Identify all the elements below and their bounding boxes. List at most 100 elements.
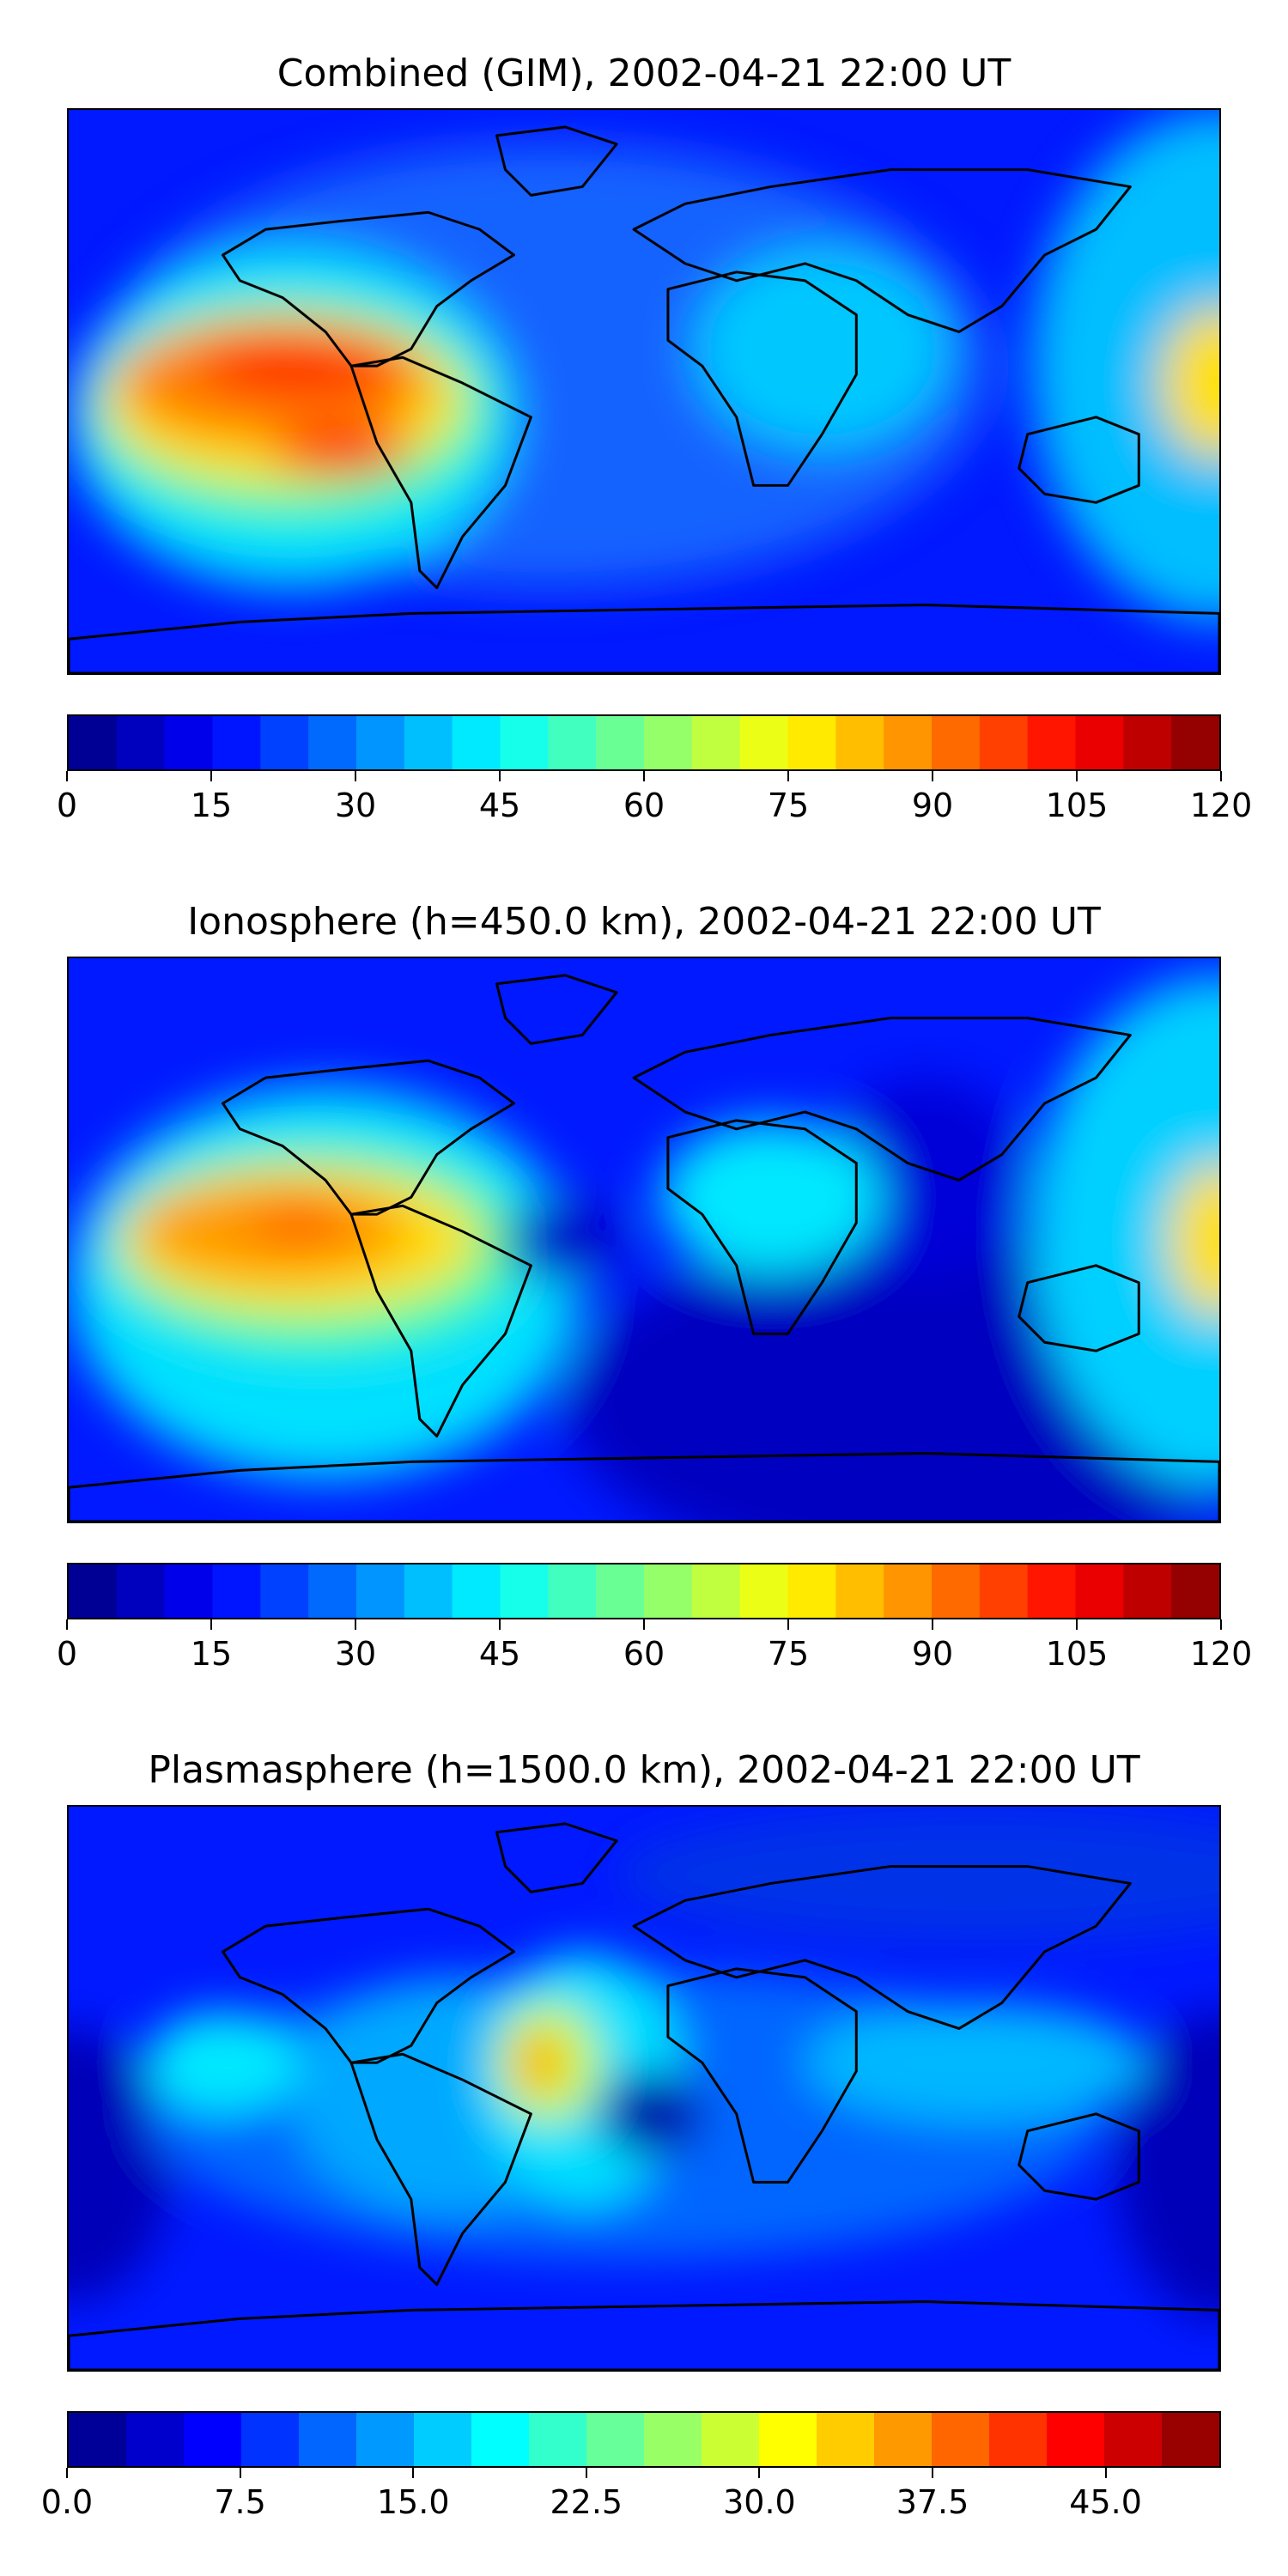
coastline (349, 1204, 532, 1438)
coastline (632, 1865, 1132, 2030)
colorbar-tick-label: 15.0 (376, 2483, 450, 2521)
panel-2-colorbar-ticks: 0 15 30 45 60 75 90 105 120 (57, 1619, 1252, 1673)
colorbar-segment (691, 1564, 741, 1618)
colorbar-tick-mark (643, 771, 645, 781)
colorbar-segment (1075, 1564, 1124, 1618)
panel-3-tec-field (69, 1807, 1219, 2319)
colorbar-segment (644, 1564, 693, 1618)
coastline (666, 1119, 858, 1335)
colorbar-tick-label: 60 (623, 787, 665, 824)
colorbar-segment (299, 2413, 357, 2466)
colorbar-segment (787, 1564, 836, 1618)
colorbar-segment (1123, 716, 1172, 769)
colorbar-segment (1075, 716, 1124, 769)
colorbar-segment (596, 1564, 645, 1618)
colorbar-segment (644, 716, 693, 769)
colorbar-tick-label: 30 (334, 787, 377, 824)
colorbar-segment (1047, 2413, 1105, 2466)
colorbar-tick-mark (1220, 1619, 1222, 1630)
colorbar-segment (356, 716, 405, 769)
coastline (1018, 2112, 1140, 2201)
colorbar-segment (1171, 1564, 1219, 1618)
colorbar-segment (787, 716, 836, 769)
panel-1-colorbar-ticks: 0 15 30 45 60 75 90 105 120 (57, 771, 1252, 824)
colorbar-segment (529, 2413, 587, 2466)
colorbar-tick-mark (355, 771, 356, 781)
colorbar-tick-mark (643, 1619, 645, 1630)
coastline (221, 1059, 515, 1216)
colorbar-tick-label: 45.0 (1069, 2483, 1142, 2521)
colorbar-segment (932, 2413, 990, 2466)
colorbar-tick-label: 45 (478, 1635, 521, 1673)
colorbar-segment (932, 716, 981, 769)
coastline (69, 2300, 1219, 2370)
colorbar-svg (69, 2413, 1219, 2466)
colorbar-segment (817, 2413, 875, 2466)
colorbar-tick-mark (787, 1619, 789, 1630)
colorbar-segment (979, 1564, 1029, 1618)
colorbar-segment (308, 716, 357, 769)
colorbar-tick-label: 7.5 (214, 2483, 266, 2521)
colorbar-tick-label: 60 (623, 1635, 665, 1673)
colorbar-segment (69, 2413, 127, 2466)
colorbar-tick-label: 120 (1189, 1635, 1253, 1673)
colorbar-tick-mark (210, 771, 212, 781)
colorbar-tick-mark (210, 1619, 212, 1630)
colorbar-tick-label: 37.5 (896, 2483, 969, 2521)
colorbar-segment (548, 1564, 597, 1618)
colorbar-segment (739, 1564, 789, 1618)
colorbar-segment (702, 2413, 760, 2466)
colorbar-segment (126, 2413, 185, 2466)
panel-1-title: Combined (GIM), 2002-04-21 22:00 UT (276, 52, 1012, 95)
colorbar-segment (691, 716, 741, 769)
colorbar-tick-mark (758, 2468, 761, 2478)
colorbar-segment (116, 1564, 166, 1618)
coastline (1018, 1264, 1140, 1352)
colorbar-tick-mark (932, 771, 933, 781)
coastline (666, 270, 858, 487)
colorbar-tick-mark (66, 2468, 68, 2478)
panel-3-colorbar-ticks: 0.0 7.5 15.0 22.5 30.0 37.5 45.0 (41, 2468, 1221, 2521)
colorbar-segment (835, 716, 884, 769)
colorbar-segment (164, 716, 214, 769)
panel-2-title: Ionosphere (h=450.0 km), 2002-04-21 22:0… (187, 900, 1101, 944)
colorbar-segment (452, 1564, 501, 1618)
colorbar-segment (471, 2413, 530, 2466)
colorbar-segment (1123, 1564, 1172, 1618)
colorbar-tick-label: 105 (1045, 787, 1109, 824)
panel-2-map (67, 957, 1221, 1523)
colorbar-tick-mark (932, 2468, 933, 2478)
colorbar-tick-mark (787, 771, 789, 781)
colorbar-segment (356, 1564, 405, 1618)
panel-3-title: Plasmasphere (h=1500.0 km), 2002-04-21 2… (148, 1748, 1140, 1792)
colorbar-tick-mark (1220, 771, 1222, 781)
colorbar-tick-label: 0 (56, 1635, 78, 1673)
colorbar-tick-mark (66, 1619, 68, 1630)
colorbar-segment (212, 716, 261, 769)
colorbar-segment (500, 716, 549, 769)
colorbar-tick-label: 105 (1045, 1635, 1109, 1673)
coastline (221, 210, 515, 368)
panel-2-tec-field (69, 975, 1219, 1522)
coastline (349, 355, 532, 590)
coastline (632, 1017, 1132, 1182)
colorbar-tick-label: 75 (767, 787, 810, 824)
colorbar-tick-label: 22.5 (550, 2483, 623, 2521)
colorbar-segment (884, 716, 933, 769)
colorbar-tick-label: 120 (1189, 787, 1253, 824)
panel-1-colorbar (67, 714, 1221, 771)
colorbar-segment (116, 716, 166, 769)
colorbar-segment (548, 716, 597, 769)
colorbar-tick-mark (239, 2468, 241, 2478)
colorbar-segment (596, 716, 645, 769)
colorbar-tick-label: 30.0 (723, 2483, 796, 2521)
colorbar-segment (69, 716, 118, 769)
colorbar-tick-mark (499, 1619, 501, 1630)
colorbar-segment (260, 1564, 309, 1618)
panel-3-colorbar (67, 2411, 1221, 2468)
colorbar-segment (759, 2413, 817, 2466)
colorbar-segment (1171, 716, 1219, 769)
colorbar-segment (1162, 2413, 1219, 2466)
colorbar-tick-label: 30 (334, 1635, 377, 1673)
colorbar-segment (989, 2413, 1048, 2466)
